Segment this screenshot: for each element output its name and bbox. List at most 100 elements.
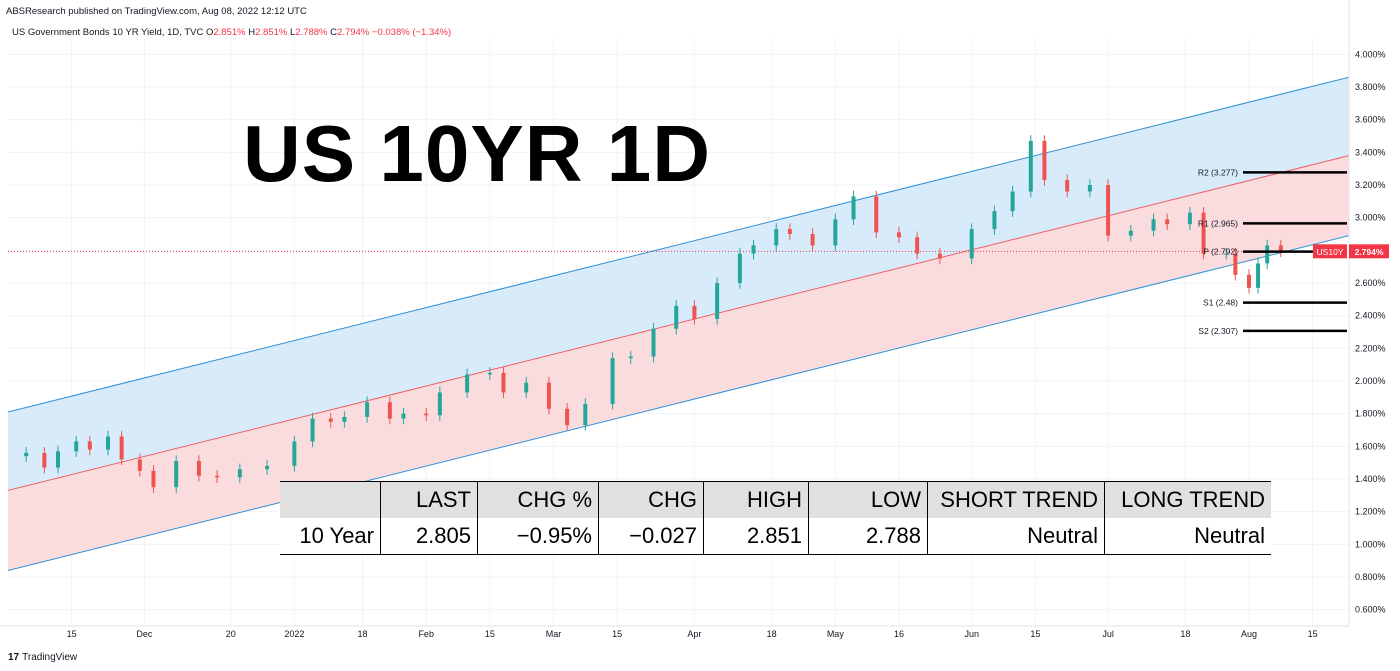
candle-body [1065, 180, 1070, 192]
ohlc-high: H2.851% [248, 27, 288, 38]
x-tick-label: 15 [67, 629, 77, 639]
symbol-legend: US Government Bonds 10 YR Yield, 1D, TVC… [12, 27, 451, 38]
ohlc-low: L2.788% [289, 27, 328, 38]
candle-body [774, 229, 779, 246]
candle-body [1087, 185, 1092, 192]
x-tick-label: Apr [687, 629, 701, 639]
candle-body [787, 229, 792, 234]
candle-body [342, 416, 347, 422]
y-tick-label: 2.600% [1355, 278, 1386, 288]
candle-body [810, 234, 815, 246]
chart-title: US 10YR 1D [243, 109, 711, 198]
pivot-level-label: S1 (2.48) [1203, 298, 1238, 308]
candle-body [1187, 212, 1192, 225]
candle-body [328, 418, 333, 422]
tradingview-brand: TradingView [22, 652, 78, 663]
x-tick-label: May [827, 629, 845, 639]
y-tick-label: 1.800% [1355, 409, 1386, 419]
x-tick-label: 20 [226, 629, 236, 639]
candle-body [106, 436, 111, 450]
candle-body [674, 305, 679, 329]
y-tick-label: 3.000% [1355, 213, 1386, 223]
y-tick-label: 3.600% [1355, 115, 1386, 125]
x-tick-label: 15 [1308, 629, 1318, 639]
tradingview-logo-icon: 17 [8, 652, 20, 663]
x-tick-label: 2022 [284, 629, 304, 639]
candle-body [751, 245, 756, 254]
x-tick-label: Aug [1241, 629, 1257, 639]
candle-body [1256, 263, 1261, 288]
candle-body [565, 408, 570, 426]
candle-body [969, 229, 974, 259]
candle-body [715, 283, 720, 319]
table-cell-chg-pct: −0.95% [477, 518, 599, 555]
x-tick-label: Jul [1102, 629, 1114, 639]
candle-body [737, 253, 742, 283]
y-tick-label: 0.800% [1355, 572, 1386, 582]
candle-body [992, 211, 997, 230]
y-tick-label: 1.000% [1355, 539, 1386, 549]
y-tick-label: 1.200% [1355, 507, 1386, 517]
candle-body [833, 219, 838, 246]
candle-body [1028, 140, 1033, 192]
candle-body [56, 451, 61, 468]
symbol-name: US Government Bonds 10 YR Yield, 1D, TVC [12, 27, 204, 38]
table-header-cell: HIGH [703, 481, 809, 518]
y-tick-label: 2.000% [1355, 376, 1386, 386]
publisher-line: ABSResearch published on TradingView.com… [6, 6, 307, 17]
channel-upper-line [8, 76, 1349, 413]
candle-body [24, 452, 29, 457]
table-header-cell [280, 481, 381, 518]
candle-body [1042, 140, 1047, 181]
candle-body [87, 441, 92, 450]
candle-body [487, 372, 492, 375]
x-tick-label: Dec [136, 629, 153, 639]
x-tick-label: 18 [767, 629, 777, 639]
channel-middle-line [8, 155, 1349, 491]
candle-body [1233, 253, 1238, 275]
candle-body [851, 196, 856, 220]
ohlc-close: C2.794% [330, 27, 370, 38]
y-tick-label: 2.400% [1355, 311, 1386, 321]
table-cell-last: 2.805 [380, 518, 478, 555]
channel-lower-fill [8, 155, 1349, 571]
y-tick-label: 2.200% [1355, 343, 1386, 353]
candle-body [1106, 185, 1111, 236]
table-cell-high: 2.851 [703, 518, 809, 555]
candle-body [651, 328, 656, 357]
ohlc-change: −0.038% (−1.34%) [371, 27, 452, 38]
candle-body [583, 403, 588, 426]
candle-body [119, 436, 124, 460]
table-header-cell: LONG TREND [1104, 481, 1271, 518]
table-cell-short-trend: Neutral [927, 518, 1105, 555]
table-cell-name: 10 Year [280, 518, 381, 555]
candle-body [196, 461, 201, 476]
candle-body [265, 465, 270, 470]
candle-body [874, 196, 879, 233]
x-tick-label: 15 [485, 629, 495, 639]
pivot-level-label: S2 (2.307) [1198, 326, 1238, 336]
x-tick-label: 15 [612, 629, 622, 639]
table-header-row: LAST CHG % CHG HIGH LOW SHORT TREND LONG… [280, 481, 1271, 518]
candle-body [174, 461, 179, 488]
table-header-cell: CHG % [477, 481, 599, 518]
x-tick-label: 18 [358, 629, 368, 639]
symbol-badge-label: US10Y [1317, 247, 1344, 257]
x-tick-label: Feb [418, 629, 434, 639]
candle-body [1165, 219, 1170, 225]
candle-body [137, 459, 142, 471]
table-cell-long-trend: Neutral [1104, 518, 1271, 555]
y-tick-label: 1.600% [1355, 441, 1386, 451]
candle-body [310, 418, 315, 442]
candle-body [465, 374, 470, 393]
tradingview-logo[interactable]: 17 TradingView [8, 652, 77, 663]
symbol-badge [1313, 244, 1347, 259]
candle-body [292, 441, 297, 466]
x-tick-label: Mar [546, 629, 562, 639]
pivot-level-label: P (2.792) [1203, 247, 1238, 257]
candle-body [1278, 245, 1283, 252]
pivot-level-label: R2 (3.277) [1198, 167, 1238, 177]
candle-body [501, 372, 506, 393]
